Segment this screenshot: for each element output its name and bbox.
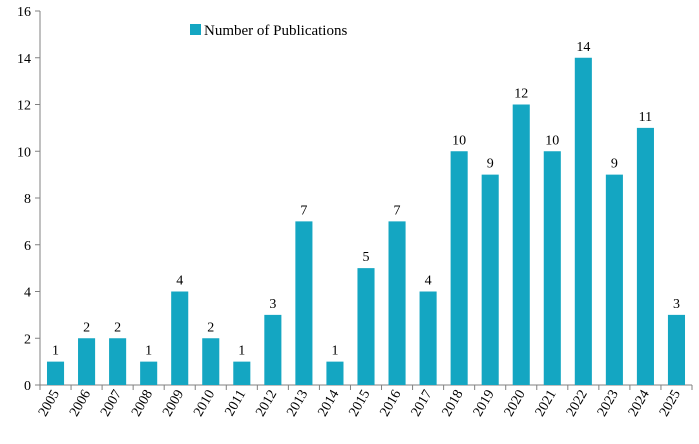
bar-2010 <box>202 338 220 385</box>
bar-2011 <box>233 361 251 385</box>
data-label-2017: 4 <box>425 274 432 289</box>
x-tick-label-2025: 2025 <box>657 388 684 420</box>
bar-2025 <box>667 314 686 385</box>
data-label-2008: 1 <box>145 344 152 359</box>
y-tick-label: 16 <box>17 5 31 20</box>
x-tick-label-2010: 2010 <box>191 388 218 420</box>
x-tick-label-2022: 2022 <box>564 388 591 420</box>
data-label-2020: 12 <box>514 87 528 102</box>
data-label-2021: 10 <box>545 133 559 148</box>
data-label-2025: 3 <box>673 297 680 312</box>
data-label-2023: 9 <box>611 157 618 172</box>
x-tick-label-2023: 2023 <box>595 388 622 420</box>
x-tick-label-2019: 2019 <box>471 388 498 420</box>
x-tick-label-2005: 2005 <box>36 388 63 420</box>
bars <box>46 57 686 385</box>
legend: Number of Publications <box>190 23 347 39</box>
y-tick-label: 2 <box>24 332 31 347</box>
y-tick-label: 4 <box>24 286 31 301</box>
data-label-2006: 2 <box>83 320 90 335</box>
data-label-2016: 7 <box>394 203 401 218</box>
x-tick-label-2021: 2021 <box>533 388 560 420</box>
y-tick-label: 8 <box>24 192 31 207</box>
bar-2016 <box>388 221 406 385</box>
x-tick-label-2008: 2008 <box>129 388 156 420</box>
bar-2014 <box>326 361 344 385</box>
data-label-2012: 3 <box>269 297 276 312</box>
data-label-2019: 9 <box>487 157 494 172</box>
y-tick-label: 0 <box>24 379 31 394</box>
data-label-2005: 1 <box>52 344 59 359</box>
data-label-2024: 11 <box>639 110 652 125</box>
legend-label: Number of Publications <box>204 23 347 39</box>
x-tick-label-2016: 2016 <box>378 388 405 420</box>
bar-2005 <box>46 361 65 385</box>
x-tick-label-2011: 2011 <box>223 388 250 419</box>
x-tick-label-2024: 2024 <box>626 388 653 420</box>
data-label-2011: 1 <box>238 344 245 359</box>
bar-2020 <box>512 104 530 385</box>
bar-2013 <box>295 221 313 385</box>
bar-2022 <box>574 57 592 385</box>
x-tick-label-2012: 2012 <box>253 388 280 420</box>
bar-2017 <box>419 291 437 385</box>
bar-2008 <box>140 361 158 385</box>
data-label-2007: 2 <box>114 320 121 335</box>
x-tick-label-2013: 2013 <box>284 388 311 420</box>
bar-2018 <box>450 151 468 385</box>
x-tick-label-2018: 2018 <box>440 388 467 420</box>
y-tick-label: 14 <box>17 52 31 67</box>
data-label-2018: 10 <box>452 133 466 148</box>
y-axis: 0 2 4 6 8 10 12 14 16 <box>17 5 41 394</box>
x-axis: 2005 2006 2007 2008 2009 2010 2011 2012 2013 2014… <box>36 384 693 420</box>
legend-swatch <box>190 24 201 35</box>
bar-2023 <box>605 174 623 385</box>
y-tick-label: 6 <box>24 239 31 254</box>
x-tick-label-2007: 2007 <box>98 388 125 420</box>
bar-2009 <box>171 291 189 385</box>
x-tick-label-2020: 2020 <box>502 388 529 420</box>
bar-2006 <box>78 338 96 385</box>
y-tick-label: 12 <box>17 99 31 114</box>
data-label-2013: 7 <box>300 203 307 218</box>
data-label-2014: 1 <box>331 344 338 359</box>
x-tick-label-2009: 2009 <box>160 388 187 420</box>
data-label-2009: 4 <box>176 274 183 289</box>
bar-2021 <box>543 151 561 385</box>
bar-2019 <box>481 174 499 385</box>
data-label-2010: 2 <box>207 320 214 335</box>
x-tick-label-2015: 2015 <box>346 388 373 420</box>
x-tick-label-2014: 2014 <box>315 388 342 420</box>
x-tick-label-2017: 2017 <box>409 388 436 420</box>
x-tick-label-2006: 2006 <box>67 388 94 420</box>
data-label-2022: 14 <box>576 40 590 55</box>
bar-2015 <box>357 268 375 385</box>
data-label-2015: 5 <box>363 250 370 265</box>
bar-2024 <box>636 127 654 385</box>
bar-2012 <box>264 314 282 385</box>
y-tick-label: 10 <box>17 145 31 160</box>
bar-2007 <box>109 338 127 385</box>
